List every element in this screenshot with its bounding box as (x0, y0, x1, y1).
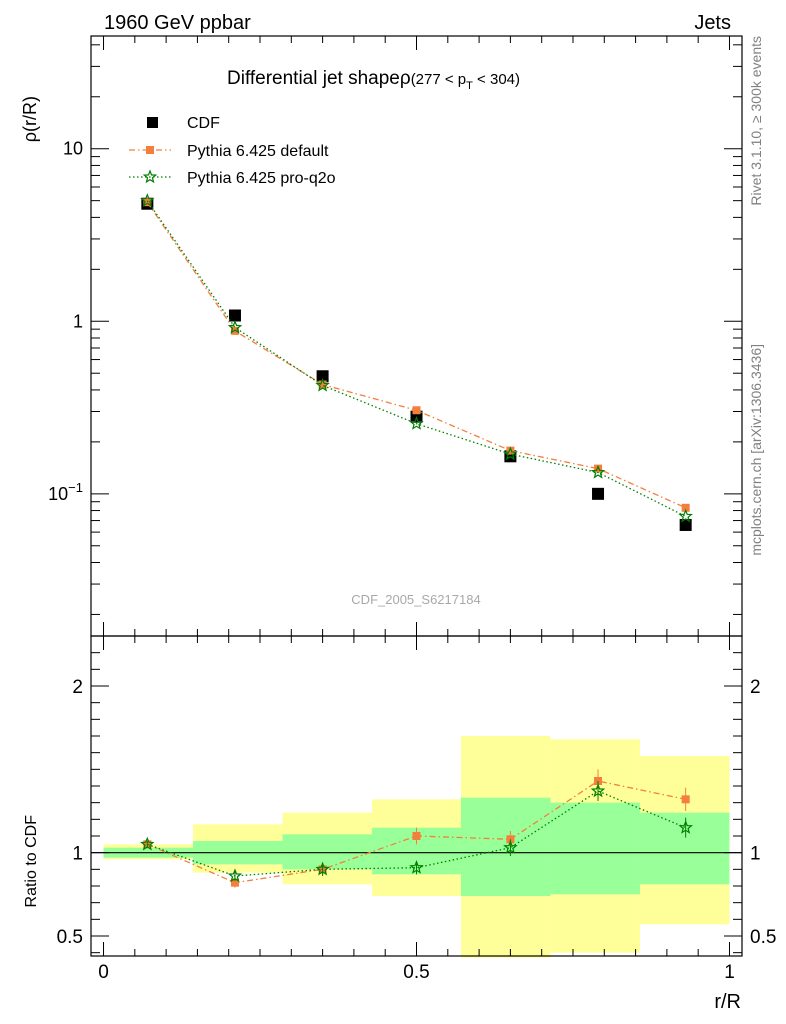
legend-marker-proq2o (142, 169, 158, 184)
ratio-ytick-label-right: 2 (750, 677, 761, 698)
ratio-point (590, 783, 606, 798)
ratio-ytick-label-left: 0.5 (57, 927, 83, 948)
ratio-bands (103, 736, 730, 958)
main-point (318, 380, 327, 389)
ratio-point (503, 840, 518, 854)
main-point (227, 319, 243, 334)
main-point (409, 416, 424, 430)
title-range-sub: T (466, 80, 473, 92)
title-range-close: < 304) (473, 71, 520, 88)
rivet-label: Rivet 3.1.10, ≥ 300k events (748, 36, 764, 206)
legend-label-proq2o: Pythia 6.425 pro-q2o (187, 170, 336, 187)
ratio-ylabel: Ratio to CDF (23, 815, 40, 908)
ratio-ytick-label-right: 1 (750, 844, 761, 865)
main-point (679, 518, 692, 531)
analysis-watermark: CDF_2005_S6217184 (351, 592, 480, 607)
main-point (412, 406, 421, 415)
mcplots-label: mcplots.cern.ch [arXiv:1306.3436] (748, 344, 764, 556)
legend-marker-default (146, 146, 154, 154)
main-point (594, 464, 603, 473)
ratio-point (230, 878, 239, 887)
main-point (681, 503, 690, 512)
main-point (228, 309, 241, 322)
band-inner (282, 834, 373, 870)
title-main: Differential jet shape (227, 68, 400, 89)
ratio-point (227, 868, 243, 883)
main-ytick-label-base: 10 (48, 484, 68, 504)
main-point (315, 377, 330, 392)
main-point (506, 446, 515, 455)
ratio-xtick-label: 0.5 (403, 962, 429, 983)
main-point (140, 193, 155, 207)
ratio-point (681, 795, 690, 804)
ratio-ytick-label-left: 2 (72, 677, 83, 698)
legend-marker-cdf (147, 117, 158, 128)
header-right: Jets (694, 12, 731, 34)
title-rho: ρ (400, 68, 411, 89)
main-ytick-label: 10−1 (48, 480, 83, 504)
ratio-xtick-label: 0 (98, 962, 109, 983)
main-point (316, 370, 329, 383)
ratio-point (140, 836, 155, 851)
main-series-line (146, 201, 686, 509)
ratio-point (678, 820, 693, 834)
ratio-point (412, 832, 421, 840)
ratio-series (140, 769, 693, 888)
band-inner (550, 802, 640, 895)
title-range-open: (277 < p (411, 71, 466, 88)
main-point (503, 446, 518, 461)
main-ytick-label: 1 (73, 311, 83, 331)
header-left: 1960 GeV ppbar (104, 12, 251, 34)
main-title: Differential jet shapeρ(277 < pT < 304) (227, 68, 520, 92)
main-point (678, 508, 693, 523)
main-ytick-label-exponent: −1 (68, 480, 83, 495)
main-series (140, 193, 693, 531)
ratio-axes (90, 635, 743, 957)
main-point (592, 487, 605, 500)
main-point (590, 464, 606, 479)
legend-label-cdf: CDF (187, 115, 220, 132)
main-ytick-label: 10 (63, 139, 83, 159)
main-series-line (146, 200, 686, 517)
main-point (230, 326, 239, 335)
legend-label-default: Pythia 6.425 default (187, 143, 329, 160)
ratio-ytick-label-right: 0.5 (750, 927, 776, 948)
main-point (143, 198, 152, 207)
ratio-point (409, 860, 424, 874)
ratio-point (315, 861, 330, 876)
ratio-xtick-label: 1 (724, 962, 735, 983)
ratio-ytick-label-left: 1 (72, 844, 83, 865)
legend: CDF Pythia 6.425 default Pythia 6.425 pr… (129, 115, 336, 187)
ratio-xlabel: r/R (714, 991, 741, 1013)
main-ylabel: ρ(r/R) (20, 96, 40, 142)
